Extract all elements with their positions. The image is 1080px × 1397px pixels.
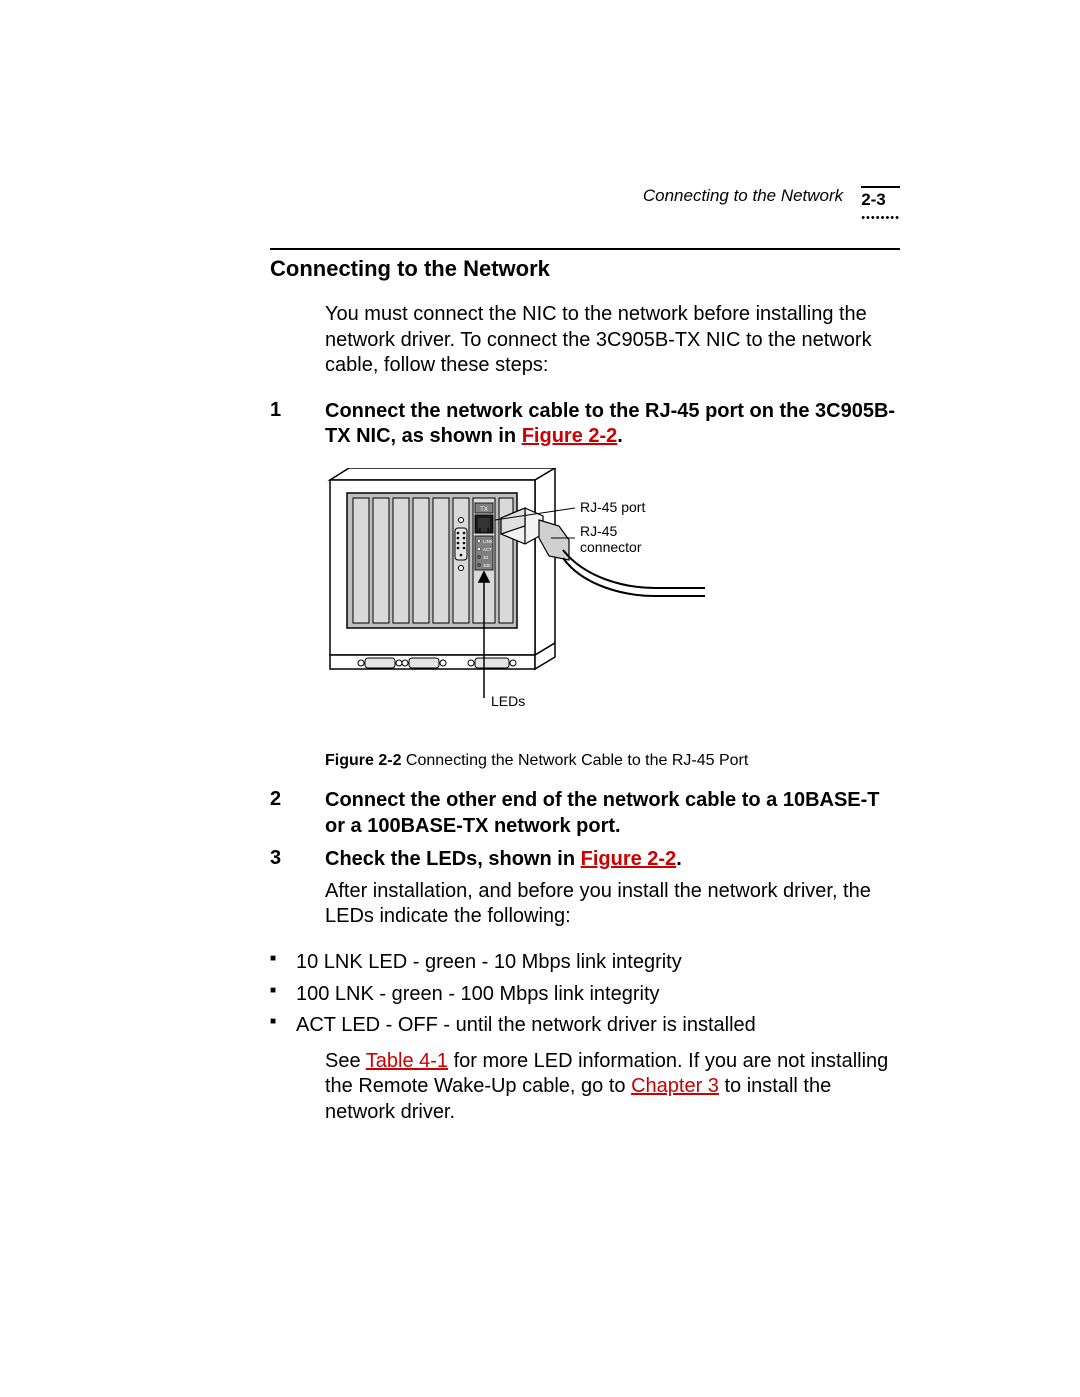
running-header: Connecting to the Network 2-3 •••••••• bbox=[643, 186, 900, 222]
step-2-number: 2 bbox=[270, 788, 325, 839]
step-2: 2 Connect the other end of the network c… bbox=[270, 788, 900, 839]
header-dots: •••••••• bbox=[861, 210, 900, 222]
step-3-text-a: Check the LEDs, shown in bbox=[325, 848, 581, 870]
page-number: 2-3 bbox=[861, 190, 900, 210]
after-p2a: See bbox=[325, 1050, 366, 1072]
step-3: 3 Check the LEDs, shown in Figure 2-2. bbox=[270, 847, 900, 873]
bullet-10-lnk: 10 LNK LED - green - 10 Mbps link integr… bbox=[270, 950, 900, 976]
step-1-number: 1 bbox=[270, 399, 325, 450]
table-4-1-link[interactable]: Table 4-1 bbox=[366, 1050, 448, 1072]
bullet-act-led: ACT LED - OFF - until the network driver… bbox=[270, 1013, 900, 1039]
label-rj45-port: RJ-45 port bbox=[580, 499, 645, 515]
step-3-text-b: . bbox=[676, 848, 682, 870]
page-number-box: 2-3 •••••••• bbox=[861, 186, 900, 222]
after-paragraph-2: See Table 4-1 for more LED information. … bbox=[325, 1049, 900, 1126]
label-leds: LEDs bbox=[491, 693, 525, 709]
figure-2-2-link-2[interactable]: Figure 2-2 bbox=[581, 848, 677, 870]
step-1-text-b: . bbox=[617, 425, 623, 447]
nic-led-row-3: 100 bbox=[483, 563, 491, 568]
nic-led-row-2: 10 bbox=[483, 555, 489, 560]
after-paragraph-1: After installation, and before you insta… bbox=[325, 879, 900, 930]
page: Connecting to the Network 2-3 •••••••• C… bbox=[0, 0, 1080, 1397]
figure-caption-text: Connecting the Network Cable to the RJ-4… bbox=[401, 752, 748, 769]
section-rule bbox=[270, 248, 900, 250]
led-bullet-list: 10 LNK LED - green - 10 Mbps link integr… bbox=[270, 950, 900, 1039]
figure-2-2-link[interactable]: Figure 2-2 bbox=[522, 425, 618, 447]
figure-caption-label: Figure 2-2 bbox=[325, 752, 401, 769]
step-2-text: Connect the other end of the network cab… bbox=[325, 788, 900, 839]
figure-caption: Figure 2-2 Connecting the Network Cable … bbox=[325, 752, 900, 770]
nic-led-row-1: ACT bbox=[483, 547, 492, 552]
nic-tx-label: TX bbox=[480, 507, 488, 513]
step-1-text: Connect the network cable to the RJ-45 p… bbox=[325, 399, 900, 450]
section-title: Connecting to the Network bbox=[270, 256, 900, 282]
figure-2-2: TX LINK ACT 10 100 bbox=[325, 468, 900, 738]
chapter-3-link[interactable]: Chapter 3 bbox=[631, 1075, 719, 1097]
intro-paragraph: You must connect the NIC to the network … bbox=[325, 302, 900, 379]
bullet-100-lnk: 100 LNK - green - 100 Mbps link integrit… bbox=[270, 982, 900, 1008]
step-1: 1 Connect the network cable to the RJ-45… bbox=[270, 399, 900, 450]
label-rj45-connector-1: RJ-45 bbox=[580, 523, 618, 539]
step-3-number: 3 bbox=[270, 847, 325, 873]
running-title: Connecting to the Network bbox=[643, 186, 843, 206]
figure-2-2-svg: TX LINK ACT 10 100 bbox=[325, 468, 705, 738]
nic-led-row-0: LINK bbox=[483, 539, 493, 544]
label-rj45-connector-2: connector bbox=[580, 539, 642, 555]
step-3-text: Check the LEDs, shown in Figure 2-2. bbox=[325, 847, 682, 873]
